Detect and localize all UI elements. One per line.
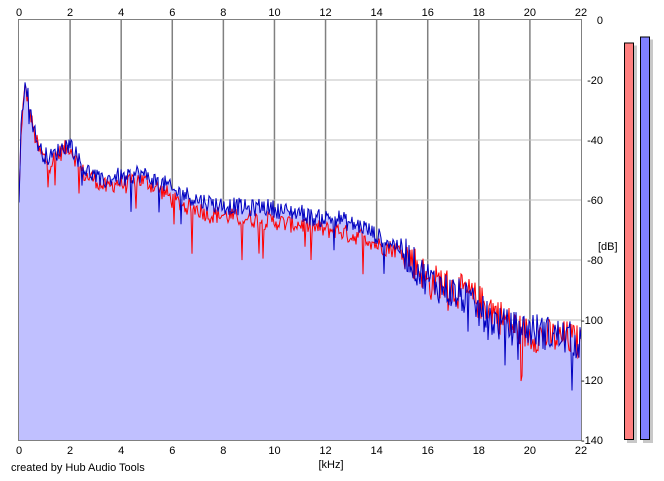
level-meter-right — [640, 36, 650, 440]
level-meter-left — [624, 42, 634, 440]
y-tick-label: 0 — [597, 15, 603, 27]
x-tick-label-bottom: 4 — [118, 445, 124, 457]
x-tick-label-top: 22 — [575, 7, 587, 19]
x-tick-label-bottom: 16 — [422, 445, 434, 457]
x-axis-top: 0 2 4 6 8 10 12 14 16 18 20 22 — [16, 7, 587, 19]
y-axis: 0 -20 -40 -60 -80 -100 -120 -140 — [581, 15, 603, 447]
x-tick-label-bottom: 10 — [268, 445, 280, 457]
x-tick-label-bottom: 18 — [473, 445, 485, 457]
x-axis-label: [kHz] — [318, 459, 343, 471]
x-tick-label-top: 12 — [319, 7, 331, 19]
x-tick-label-top: 18 — [473, 7, 485, 19]
x-tick-label-top: 16 — [422, 7, 434, 19]
x-tick-label-top: 6 — [169, 7, 175, 19]
level-meter — [624, 36, 653, 443]
x-tick-label-bottom: 6 — [169, 445, 175, 457]
x-tick-label-top: 8 — [220, 7, 226, 19]
x-tick-label-top: 4 — [118, 7, 124, 19]
y-tick-label: -60 — [587, 195, 603, 207]
y-tick-label: -100 — [581, 315, 603, 327]
x-tick-label-top: 14 — [371, 7, 383, 19]
x-tick-label-top: 20 — [524, 7, 536, 19]
series-area — [18, 82, 582, 441]
y-tick-label: -20 — [587, 75, 603, 87]
y-tick-label: -120 — [581, 375, 603, 387]
y-tick-label: -40 — [587, 135, 603, 147]
y-tick-label: -80 — [587, 255, 603, 267]
credit-text: created by Hub Audio Tools — [11, 462, 145, 474]
spectrum-fill — [19, 82, 581, 441]
x-tick-label-bottom: 0 — [16, 445, 22, 457]
y-tick-label: -140 — [581, 435, 603, 447]
x-tick-label-bottom: 12 — [319, 445, 331, 457]
plot-frame — [18, 19, 582, 441]
x-tick-label-bottom: 20 — [524, 445, 536, 457]
series-line-2 — [18, 82, 582, 391]
x-tick-label-bottom: 8 — [220, 445, 226, 457]
x-tick-label-bottom: 14 — [371, 445, 383, 457]
x-tick-label-bottom: 22 — [575, 445, 587, 457]
y-axis-label: [dB] — [598, 241, 618, 253]
x-tick-label-top: 10 — [268, 7, 280, 19]
x-tick-label-top: 0 — [16, 7, 22, 19]
x-tick-label-top: 2 — [67, 7, 73, 19]
x-axis-bottom: 0 2 4 6 8 10 12 14 16 18 20 22 — [16, 445, 587, 457]
x-tick-label-bottom: 2 — [67, 445, 73, 457]
